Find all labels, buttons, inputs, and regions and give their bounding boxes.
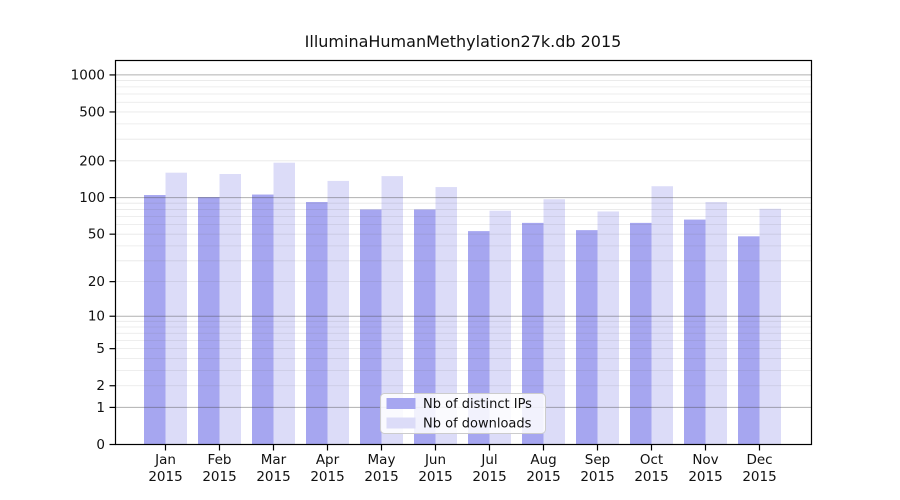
x-tick-label-year-aug: 2015	[526, 469, 560, 485]
chart-title: IlluminaHumanMethylation27k.db 2015	[305, 32, 622, 51]
bar-distinct-ips-apr	[306, 202, 328, 445]
bar-downloads-oct	[651, 186, 673, 445]
bar-downloads-nov	[705, 202, 727, 445]
x-tick-label-year-jan: 2015	[148, 469, 182, 485]
y-tick-label-10: 10	[88, 309, 105, 325]
y-tick-label-2: 2	[96, 378, 105, 394]
bar-downloads-jun	[435, 187, 457, 445]
bar-downloads-apr	[327, 180, 349, 445]
bar-distinct-ips-nov	[684, 219, 706, 445]
bar-distinct-ips-feb	[198, 197, 220, 445]
x-tick-label-month-nov: Nov	[692, 452, 718, 468]
bar-distinct-ips-oct	[630, 222, 652, 445]
x-tick-label-month-mar: Mar	[261, 452, 287, 468]
x-tick-label-month-aug: Aug	[530, 452, 556, 468]
x-tick-label-year-may: 2015	[364, 469, 398, 485]
bar-downloads-may	[381, 176, 403, 445]
x-tick-label-year-nov: 2015	[688, 469, 722, 485]
bar-distinct-ips-dec	[738, 236, 760, 445]
bars-group	[144, 162, 781, 445]
bar-downloads-jul	[489, 210, 511, 445]
bar-downloads-dec	[759, 208, 781, 445]
y-tick-label-50: 50	[88, 227, 105, 243]
x-tick-label-month-apr: Apr	[316, 452, 340, 468]
legend-swatch-downloads	[386, 417, 416, 429]
x-tick-label-year-jun: 2015	[418, 469, 452, 485]
x-tick-label-month-feb: Feb	[208, 452, 232, 468]
legend-label-distinct-ips: Nb of distinct IPs	[423, 397, 532, 412]
x-tick-label-month-sep: Sep	[585, 452, 610, 468]
x-tick-label-year-feb: 2015	[202, 469, 236, 485]
legend-box	[380, 393, 546, 434]
x-tick-label-month-may: May	[368, 452, 396, 468]
y-tick-label-100: 100	[79, 190, 105, 206]
y-tick-label-20: 20	[88, 274, 105, 290]
minor-gridlines	[115, 80, 812, 387]
x-axis-ticks: Jan2015Feb2015Mar2015Apr2015May2015Jun20…	[148, 444, 777, 485]
x-tick-label-year-sep: 2015	[580, 469, 614, 485]
bar-distinct-ips-may	[360, 209, 382, 445]
bar-distinct-ips-jan	[144, 195, 166, 445]
x-tick-label-year-mar: 2015	[256, 469, 290, 485]
bar-distinct-ips-sep	[576, 230, 598, 445]
x-tick-label-month-jun: Jun	[424, 452, 446, 468]
legend: Nb of distinct IPs Nb of downloads	[380, 393, 546, 434]
x-tick-label-year-dec: 2015	[742, 469, 776, 485]
legend-label-downloads: Nb of downloads	[423, 417, 532, 432]
x-tick-label-year-oct: 2015	[634, 469, 668, 485]
x-tick-label-year-apr: 2015	[310, 469, 344, 485]
y-tick-label-1: 1	[96, 400, 105, 416]
bar-downloads-jan	[165, 172, 187, 445]
bar-distinct-ips-mar	[252, 194, 274, 445]
bar-distinct-ips-jun	[414, 209, 436, 445]
y-tick-label-5: 5	[96, 341, 105, 357]
x-tick-label-month-jan: Jan	[154, 452, 176, 468]
y-tick-label-0: 0	[96, 437, 105, 453]
plot-frame	[114, 59, 813, 446]
y-tick-label-200: 200	[79, 153, 105, 169]
bar-downloads-aug	[543, 199, 565, 445]
bar-distinct-ips-jul	[468, 231, 490, 445]
x-tick-label-month-dec: Dec	[746, 452, 772, 468]
y-axis-ticks: 0 1 2 5 10 20 50 100 200 500 1000	[71, 67, 116, 453]
x-tick-label-month-jul: Jul	[480, 452, 497, 468]
x-tick-label-month-oct: Oct	[640, 452, 663, 468]
legend-swatch-distinct-ips	[386, 398, 416, 409]
x-tick-label-year-jul: 2015	[472, 469, 506, 485]
bar-downloads-mar	[273, 162, 295, 445]
bar-downloads-sep	[597, 211, 619, 445]
y-tick-label-1000: 1000	[71, 67, 105, 83]
bar-distinct-ips-aug	[522, 222, 544, 445]
bar-downloads-feb	[219, 174, 241, 445]
y-tick-label-500: 500	[79, 104, 105, 120]
